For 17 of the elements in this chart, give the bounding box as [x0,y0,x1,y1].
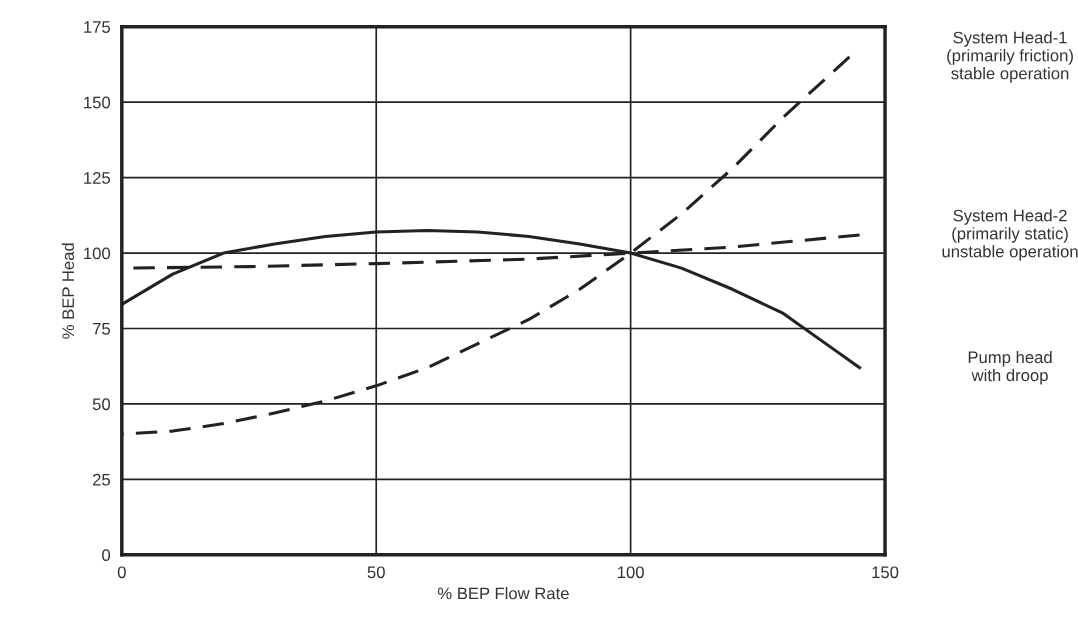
y-tick-label: 125 [84,172,111,184]
y-axis-title: % BEP Head [61,243,75,339]
text: System Head-2 (primarily static) unstable operation [942,209,1078,261]
y-tick-label: 100 [84,247,111,260]
y-tick-label: 50 [92,398,111,411]
text: System Head-1 (primarily friction) stable operation [947,31,1073,83]
x-axis-title: % BEP Flow Rate [437,587,569,600]
y-tick-label: 150 [84,96,111,109]
y-tick-label: 75 [93,323,111,335]
x-tick-label: 0 [117,566,126,579]
x-tick-label: 150 [872,566,899,579]
y-tick-label: 175 [84,21,111,33]
y-tick-label: 0 [102,549,111,562]
text: Pump head with droop [968,350,1052,385]
x-tick-label: 100 [618,566,644,579]
x-tick-label: 50 [367,566,385,579]
y-tick-label: 25 [93,473,111,486]
